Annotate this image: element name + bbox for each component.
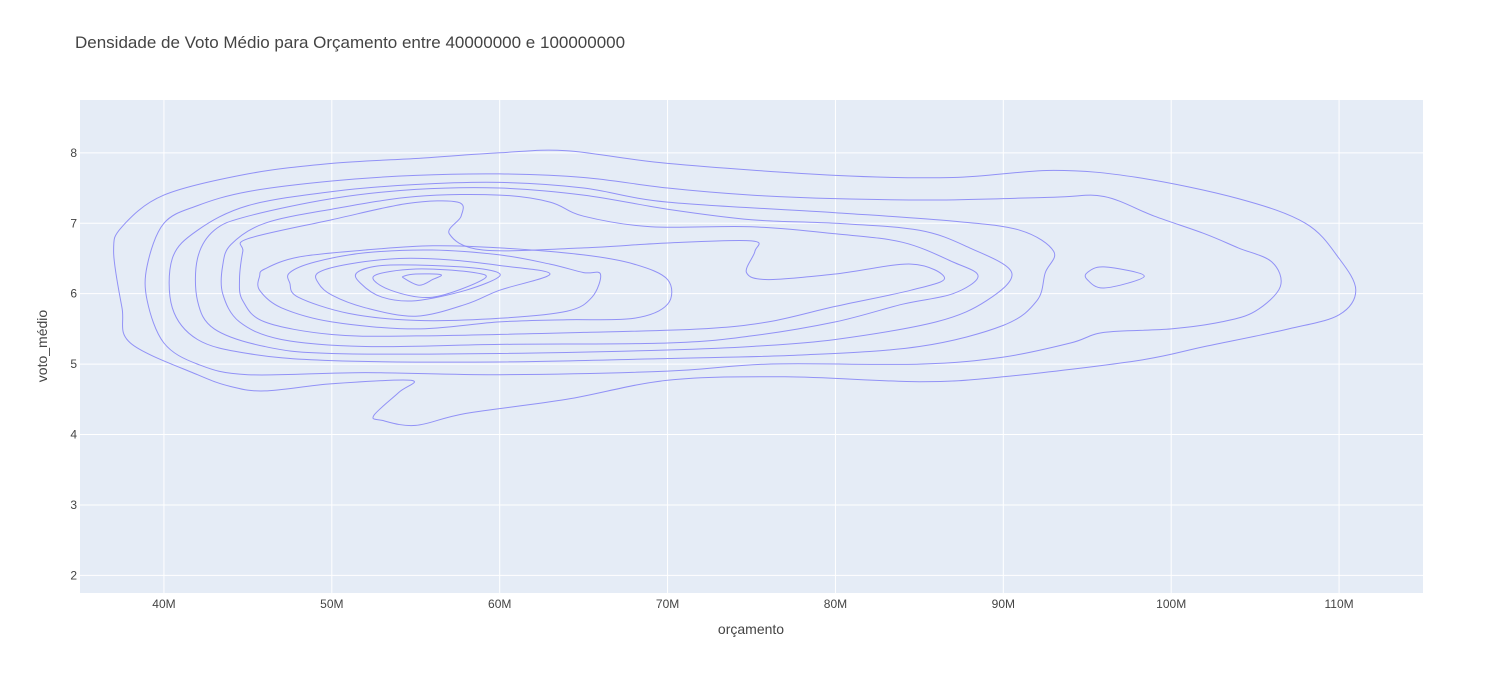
y-tick-labels: 2 3 4 5 6 7 8 <box>70 146 77 583</box>
contour-line <box>257 245 673 330</box>
x-tick-labels: 40M 50M 60M 70M 80M 90M 100M 110M <box>152 597 1353 611</box>
y-axis-title: voto_médio <box>34 310 50 383</box>
contour-line <box>1084 266 1145 289</box>
x-tick-label: 70M <box>656 597 679 611</box>
y-tick-label: 7 <box>70 216 77 230</box>
contour-line <box>238 200 946 337</box>
contour-line <box>354 264 501 302</box>
x-axis-title: orçamento <box>718 621 784 637</box>
x-gridlines <box>163 100 1340 593</box>
contour-line <box>144 173 1282 376</box>
y-tick-label: 8 <box>70 146 77 160</box>
x-tick-label: 50M <box>320 597 343 611</box>
contour-line <box>401 273 442 286</box>
y-gridlines <box>80 152 1423 576</box>
chart-title: Densidade de Voto Médio para Orçamento e… <box>75 33 626 52</box>
contour-line <box>220 193 979 348</box>
x-tick-label: 90M <box>992 597 1015 611</box>
y-tick-label: 2 <box>70 568 77 582</box>
x-tick-label: 100M <box>1156 597 1186 611</box>
contour-line <box>287 249 602 322</box>
y-tick-label: 6 <box>70 287 77 301</box>
contour-line <box>372 268 487 299</box>
x-tick-label: 60M <box>488 597 511 611</box>
contour-line <box>315 257 551 317</box>
x-tick-label: 40M <box>152 597 175 611</box>
x-tick-label: 80M <box>824 597 847 611</box>
contour-line <box>168 181 1056 363</box>
y-tick-label: 3 <box>70 498 77 512</box>
y-tick-label: 4 <box>70 428 77 442</box>
contour-lines <box>113 149 1357 427</box>
y-tick-label: 5 <box>70 357 77 371</box>
contour-line <box>194 187 1013 355</box>
x-tick-label: 110M <box>1324 597 1353 611</box>
contour-line <box>113 149 1357 427</box>
